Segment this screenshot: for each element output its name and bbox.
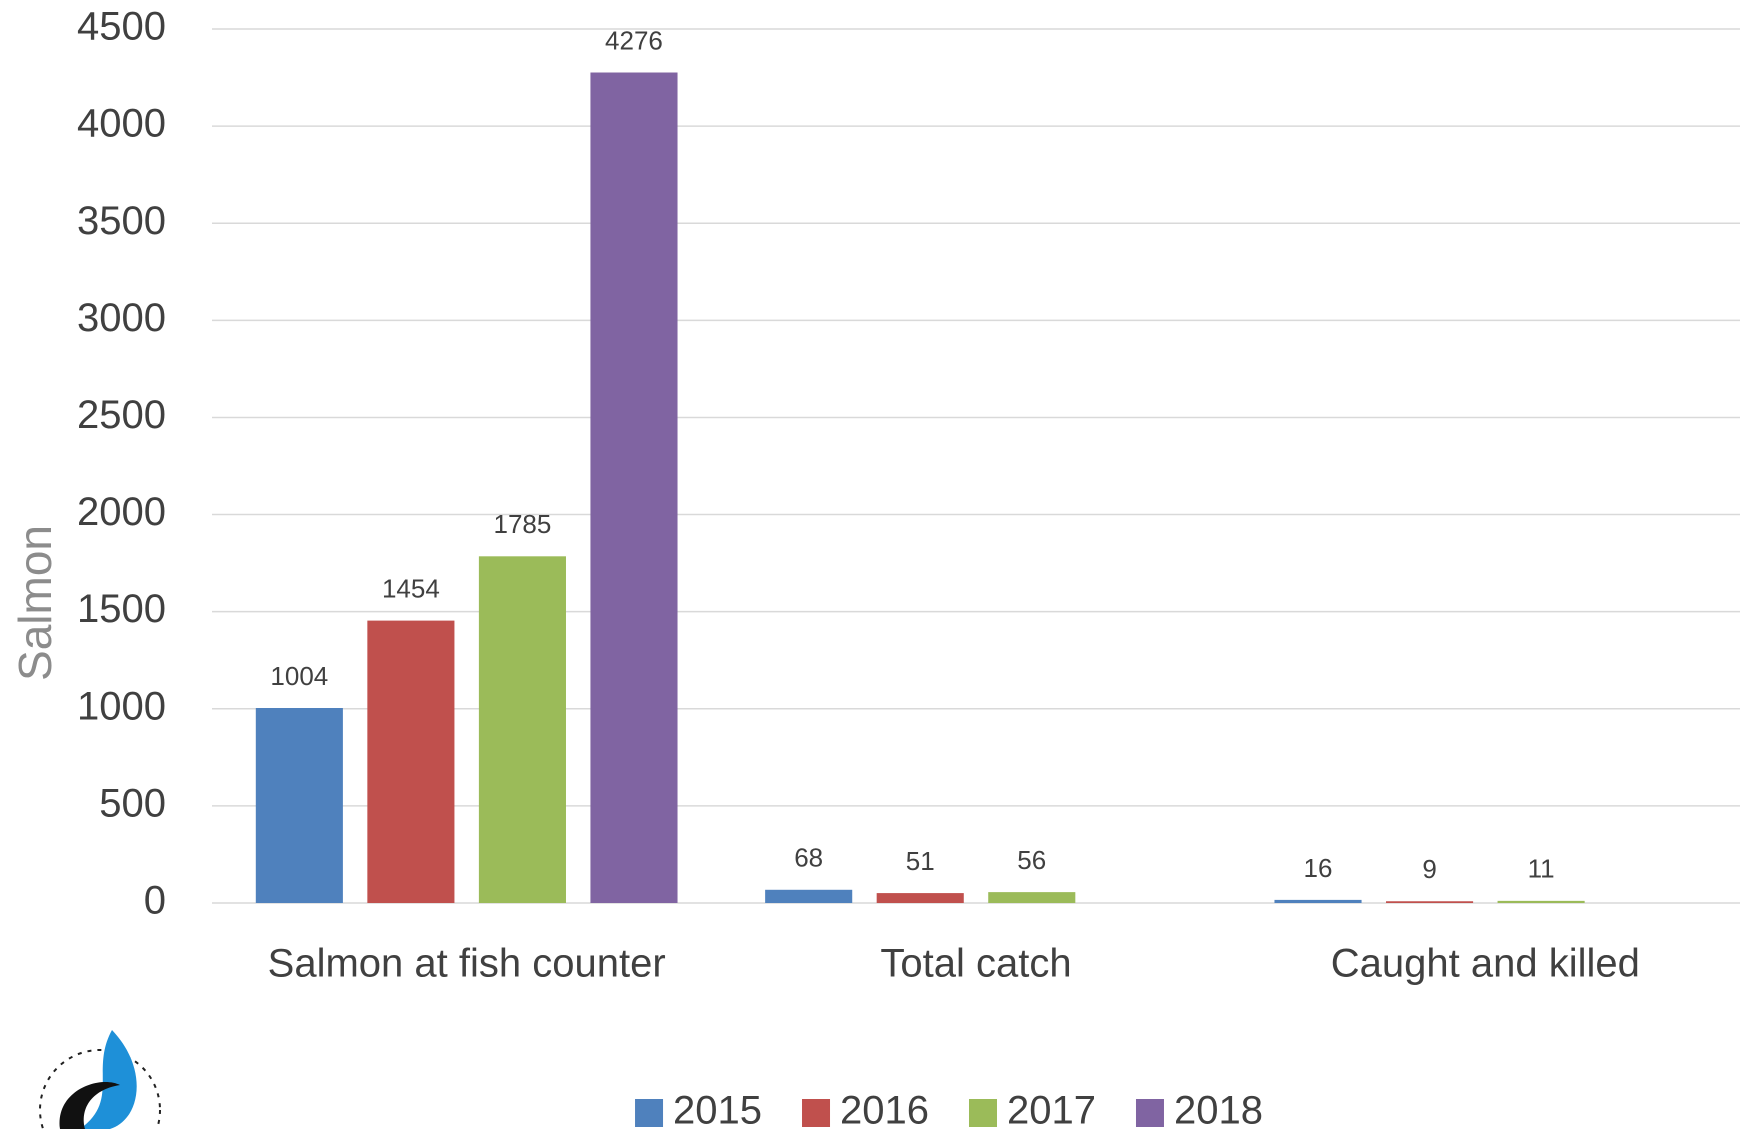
legend-swatch: [635, 1099, 664, 1127]
bar: [988, 892, 1076, 903]
legend-label: 2018: [1174, 1089, 1263, 1129]
bar: [1386, 901, 1474, 903]
y-tick-label: 2500: [77, 393, 166, 437]
bar: [367, 620, 455, 903]
x-tick-label: Salmon at fish counter: [268, 942, 666, 986]
data-label: 51: [906, 846, 935, 876]
data-label: 1785: [494, 509, 552, 539]
y-tick-label: 3500: [77, 199, 166, 243]
y-tick-label: 1000: [77, 684, 166, 728]
y-tick-label: 4000: [77, 102, 166, 146]
y-axis-label: Salmon: [9, 525, 61, 681]
logo: [39, 1030, 161, 1129]
data-label: 16: [1304, 853, 1333, 883]
bar: [765, 889, 853, 903]
legend-swatch: [969, 1099, 997, 1127]
data-label: 4276: [605, 25, 663, 55]
y-tick-label: 4500: [77, 5, 166, 49]
legend-swatch: [1135, 1099, 1164, 1127]
y-tick-label: 3000: [77, 296, 166, 340]
data-label: 9: [1422, 854, 1436, 884]
y-tick-label: 0: [144, 879, 166, 923]
bar: [1274, 899, 1362, 903]
data-label: 1454: [382, 573, 440, 603]
legend-label: 2016: [840, 1089, 929, 1129]
data-label: 56: [1017, 845, 1046, 875]
bar: [255, 708, 343, 903]
y-tick-label: 500: [99, 781, 166, 825]
x-tick-label: Total catch: [880, 942, 1071, 986]
legend-label: 2015: [673, 1089, 762, 1129]
bar: [590, 72, 678, 903]
bar: [1497, 900, 1585, 903]
legend-swatch: [802, 1099, 831, 1127]
data-label: 1004: [270, 661, 328, 691]
y-tick-label: 1500: [77, 587, 166, 631]
x-tick-label: Caught and killed: [1331, 942, 1640, 986]
legend-label: 2017: [1007, 1089, 1096, 1129]
y-tick-label: 2000: [77, 490, 166, 534]
bar: [876, 893, 964, 903]
bar: [478, 556, 566, 903]
data-label: 68: [794, 843, 823, 873]
data-label: 11: [1528, 854, 1555, 884]
